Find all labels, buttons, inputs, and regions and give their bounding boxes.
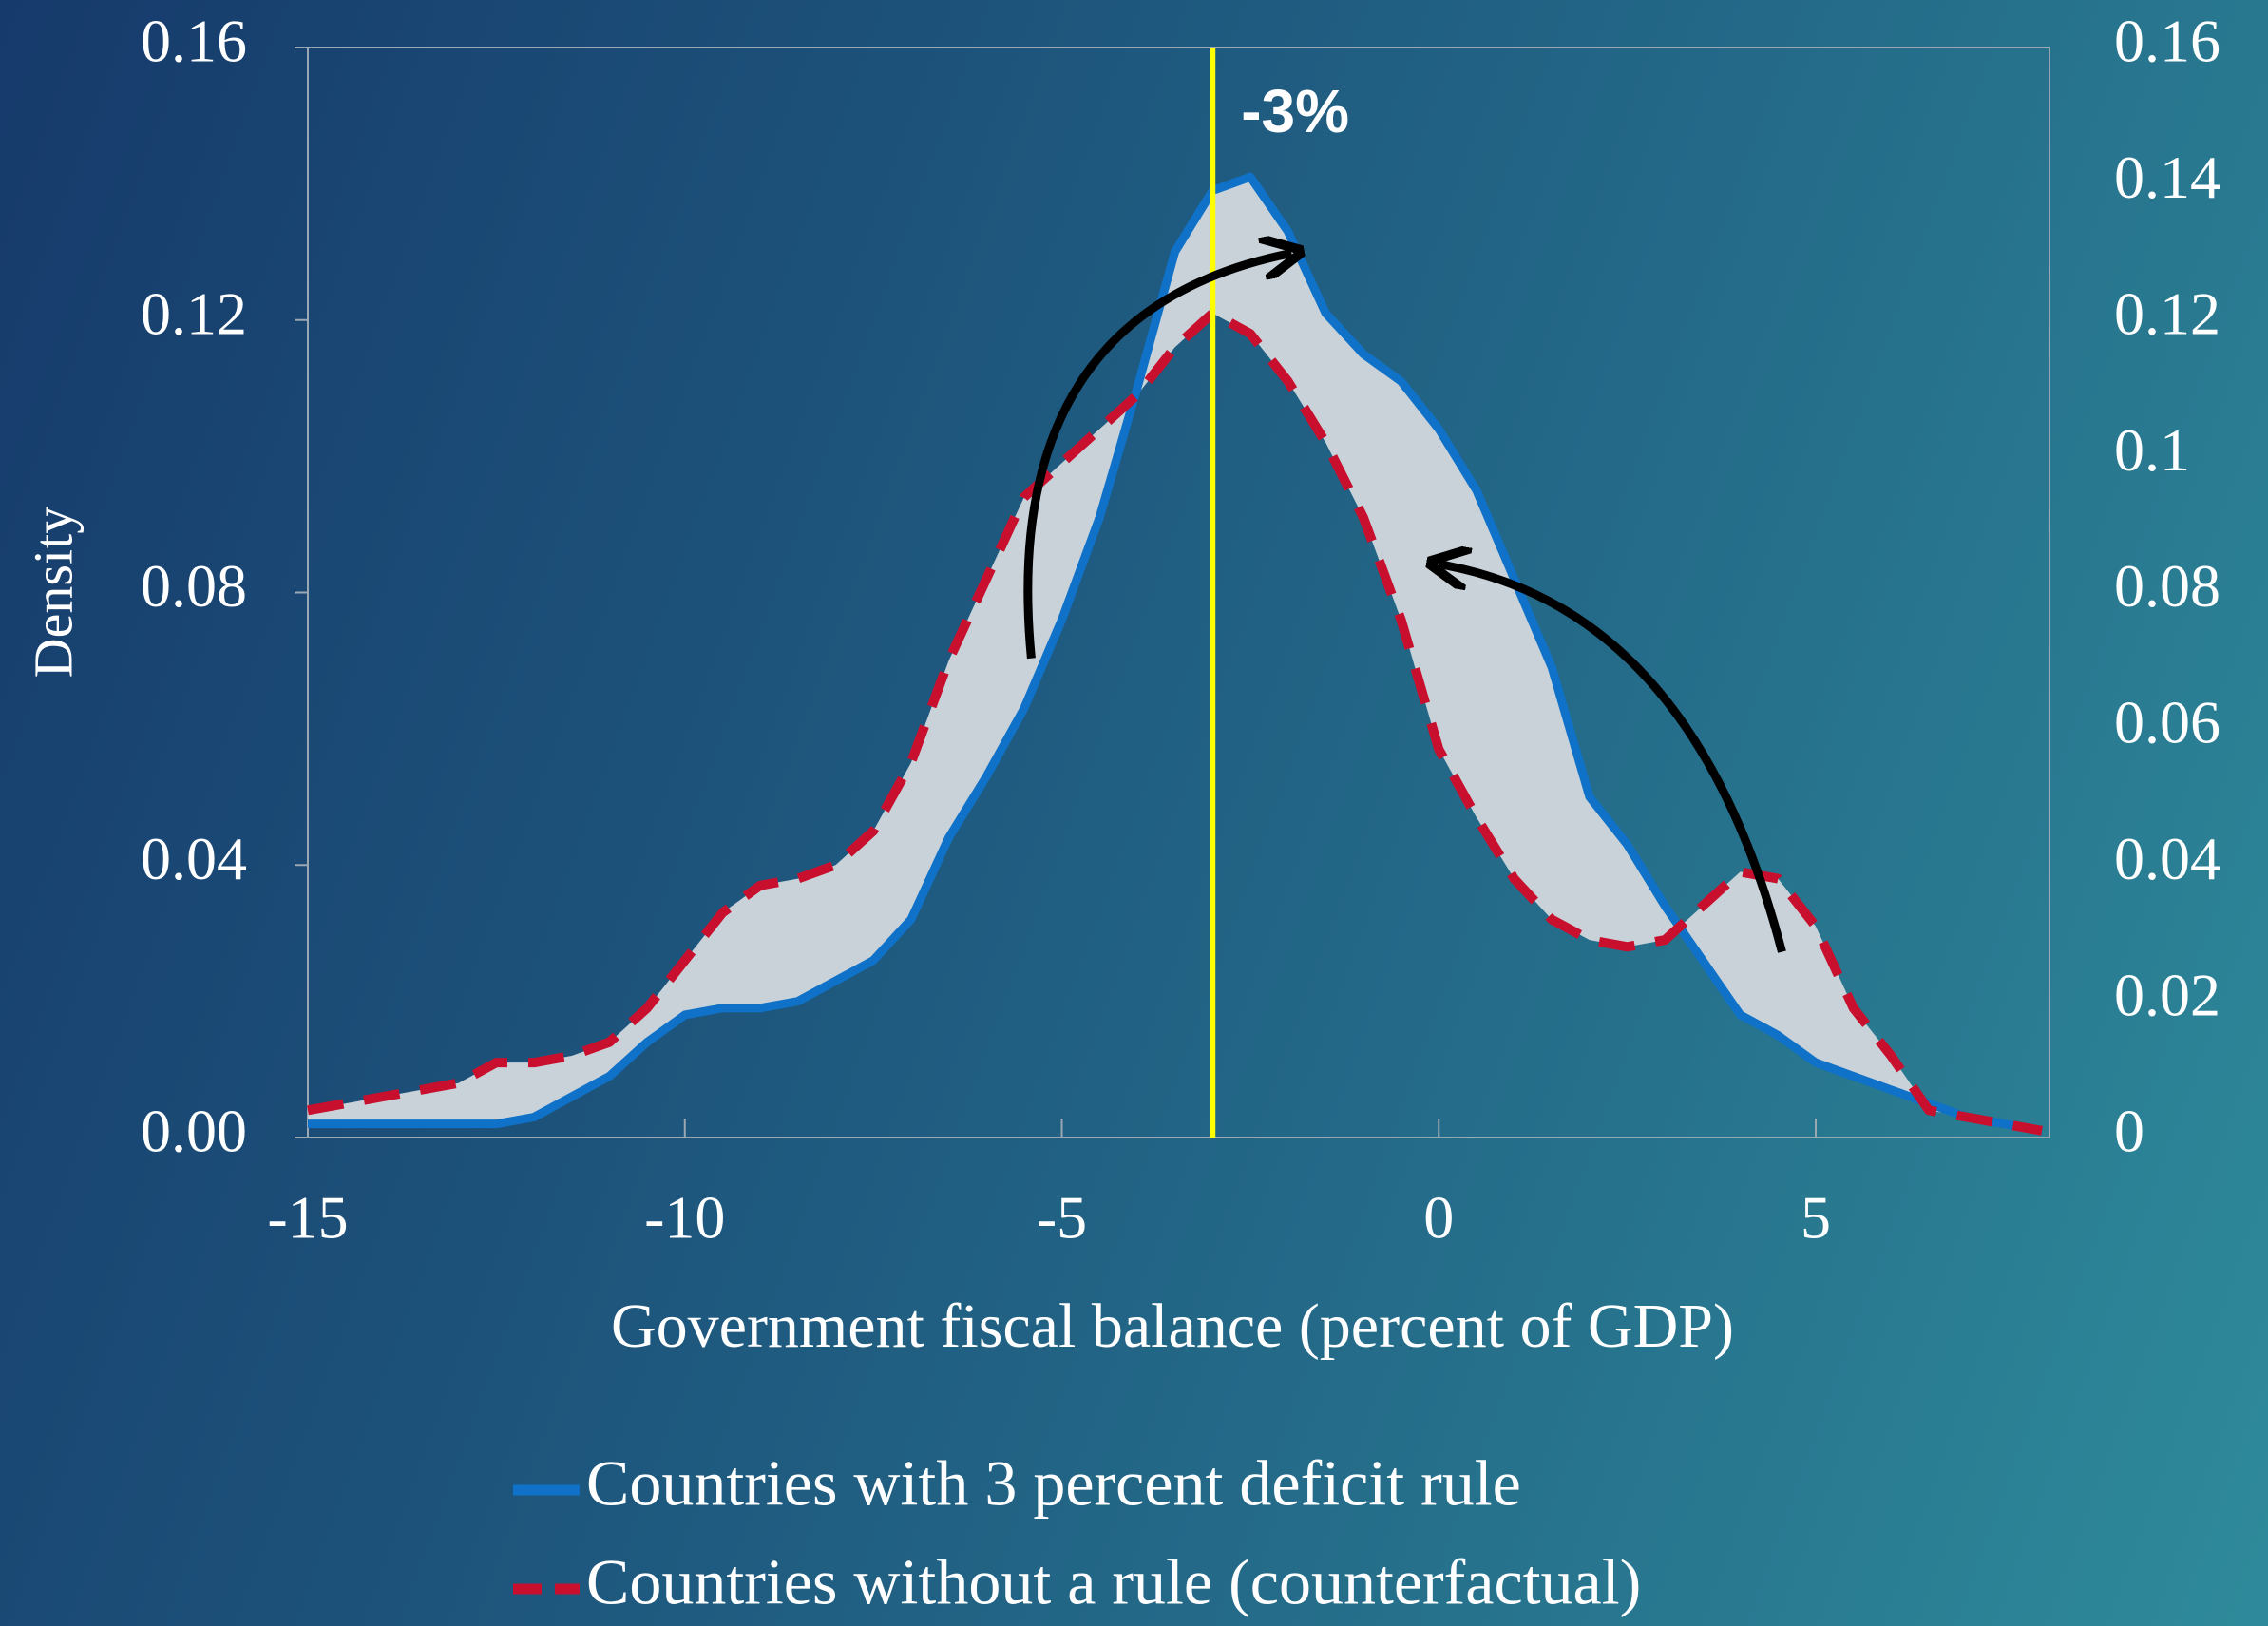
y-tick-label: 0.16: [141, 8, 247, 75]
y2-tick-label: 0.04: [2114, 825, 2220, 892]
y-axis-label: Density: [22, 507, 84, 678]
y2-tick-label: 0: [2114, 1098, 2144, 1165]
x-axis-label: Government fiscal balance (percent of GD…: [611, 1291, 1734, 1361]
x-tick-label: -10: [644, 1184, 725, 1252]
series-line: [307, 308, 2043, 1136]
legend-label: Countries with 3 percent deficit rule: [586, 1447, 1521, 1520]
arrow: [1439, 564, 1786, 953]
y2-tick-label: 0.12: [2114, 279, 2220, 347]
y2-tick-label: 0.08: [2114, 552, 2220, 620]
reference-label: -3%: [1241, 77, 1349, 145]
x-tick-label: -5: [1037, 1184, 1087, 1252]
gap-shade: [308, 177, 2043, 1131]
y-tick-label: 0.12: [141, 279, 247, 347]
x-tick-label: 0: [1423, 1184, 1454, 1252]
y-tick-label: 0.00: [141, 1098, 247, 1165]
y-tick-label: 0.04: [141, 825, 247, 892]
x-tick-label: 5: [1801, 1184, 1831, 1252]
y-tick-label: 0.08: [141, 552, 247, 620]
x-tick-label: -15: [267, 1184, 348, 1252]
arrow: [1023, 253, 1292, 660]
y2-tick-label: 0.02: [2114, 961, 2220, 1028]
y2-tick-label: 0.06: [2114, 689, 2220, 756]
y2-tick-label: 0.16: [2114, 8, 2220, 75]
y2-tick-label: 0.14: [2114, 143, 2220, 211]
y2-tick-label: 0.1: [2114, 416, 2190, 484]
legend-label: Countries without a rule (counterfactual…: [586, 1546, 1641, 1618]
